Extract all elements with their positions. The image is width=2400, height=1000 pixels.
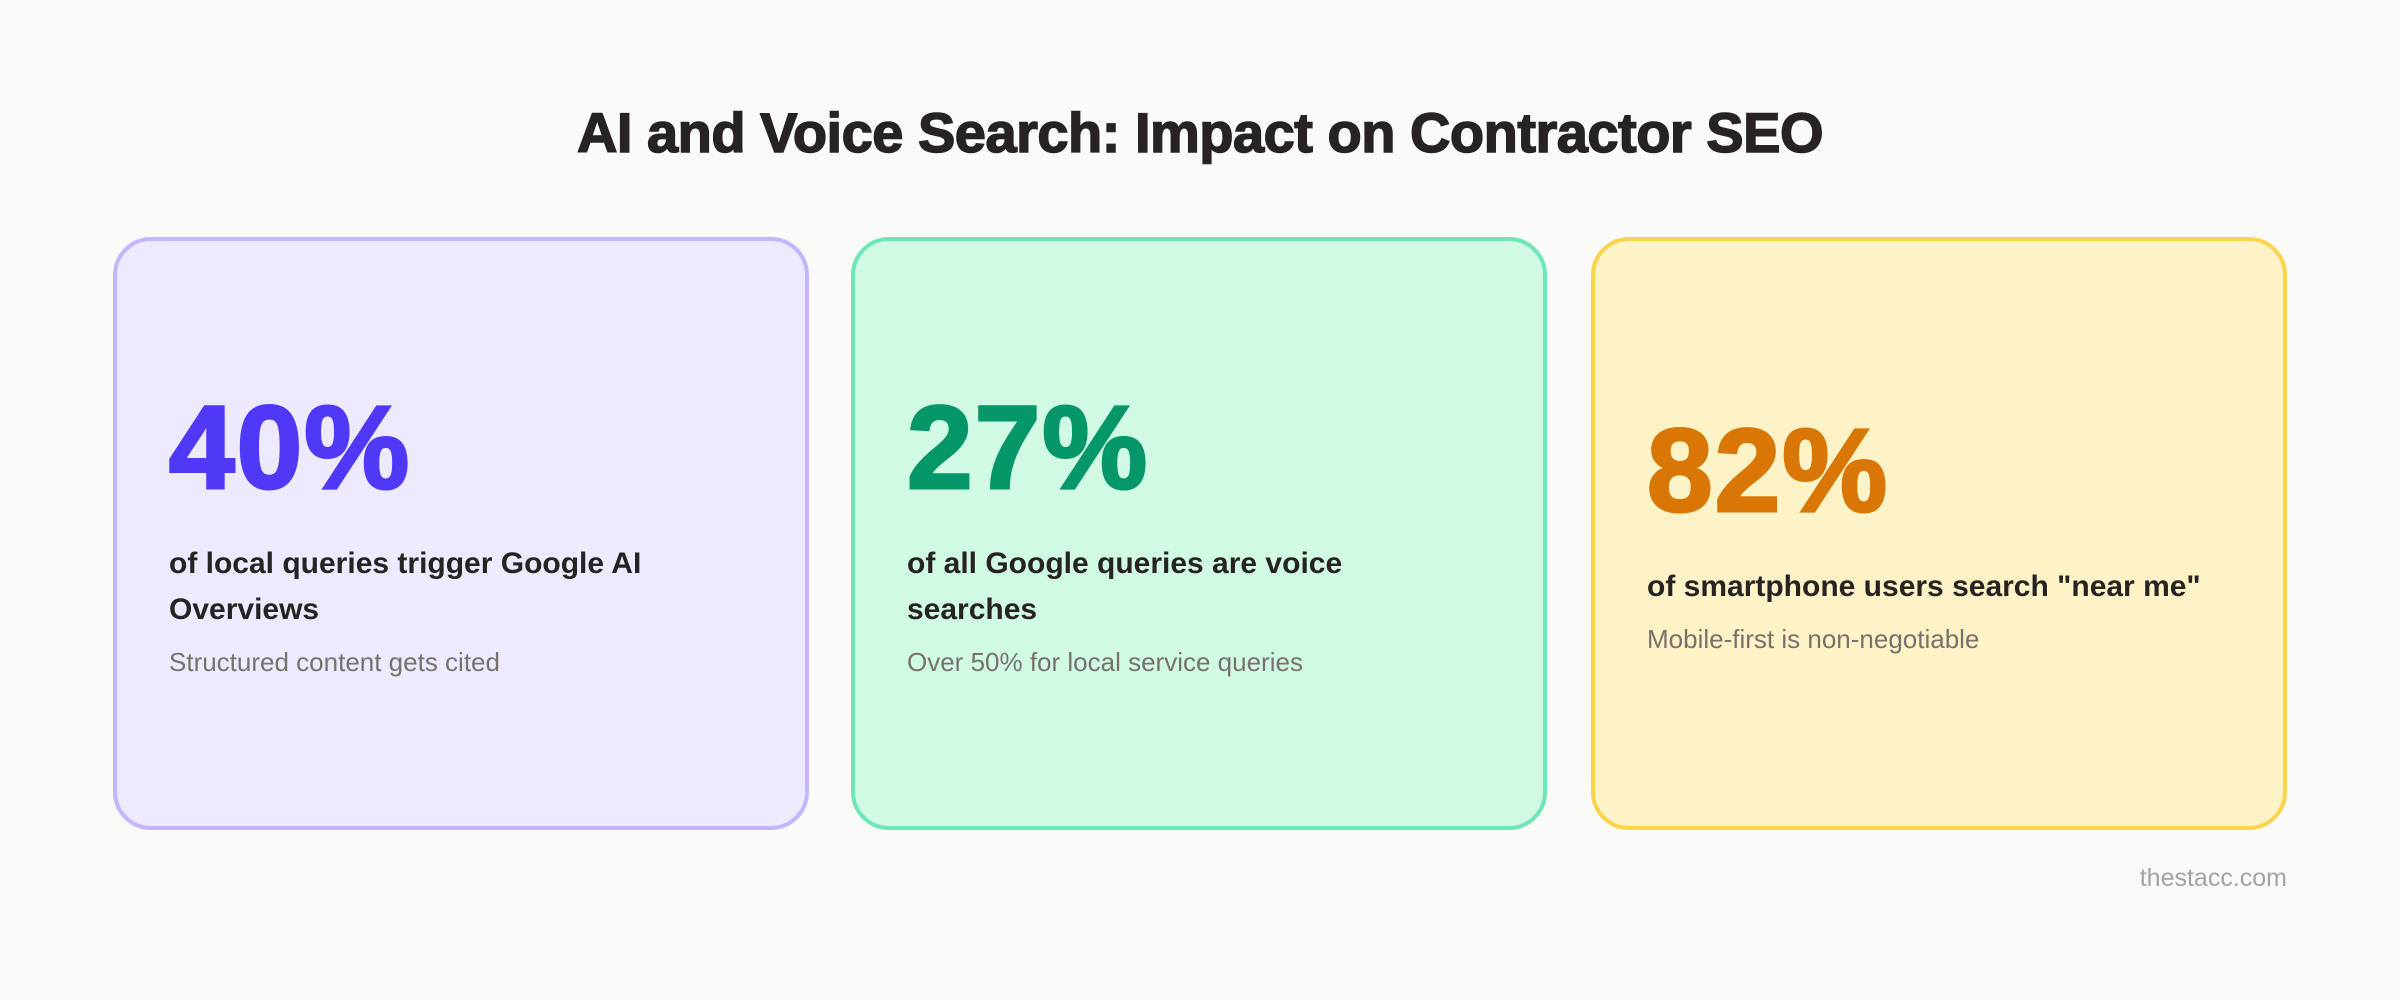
stat-card-voice-search: 27% of all Google queries are voice sear… [851,237,1547,830]
footer-brand: thestacc.com [2139,864,2287,892]
stat-label: of smartphone users search "near me" [1647,570,2201,603]
stat-label: of local queries trigger Google AI Overv… [169,547,642,626]
stat-note: Structured content gets cited [169,647,500,677]
page-title: AI and Voice Search: Impact on Contracto… [576,100,1824,165]
stat-card-near-me: 82% of smartphone users search "near me"… [1591,237,2287,830]
stat-value: 40% [168,382,412,514]
stat-card-ai-overviews: 40% of local queries trigger Google AI O… [113,237,809,830]
stat-value: 82% [1646,405,1890,537]
stat-value: 27% [906,382,1150,514]
stat-label: of all Google queries are voice searches [907,547,1343,626]
stat-note: Mobile-first is non-negotiable [1647,624,1980,654]
stat-note: Over 50% for local service queries [907,647,1303,677]
